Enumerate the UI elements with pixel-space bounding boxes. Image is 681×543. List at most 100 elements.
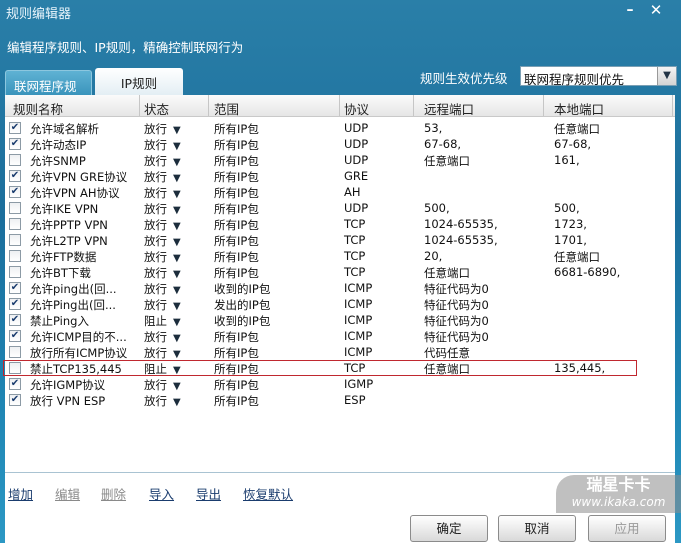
- dropdown-arrow-icon[interactable]: ▼: [173, 125, 181, 136]
- table-row[interactable]: 允许FTP数据 放行 ▼ 所有IP包 TCP 20, 任意端口: [5, 248, 675, 264]
- column-header[interactable]: 协议: [344, 102, 370, 117]
- action-link[interactable]: 恢复默认: [243, 487, 294, 502]
- rule-checkbox[interactable]: [9, 362, 21, 374]
- cell-proto: ICMP: [344, 297, 372, 311]
- table-row[interactable]: 允许BT下载 放行 ▼ 所有IP包 TCP 任意端口 6681-6890,: [5, 264, 675, 280]
- column-separator[interactable]: [139, 95, 140, 116]
- dropdown-arrow-icon[interactable]: ▼: [173, 317, 181, 328]
- table-row[interactable]: ✔ 允许IGMP协议 放行 ▼ 所有IP包 IGMP: [5, 376, 675, 392]
- dropdown-arrow-icon[interactable]: ▼: [173, 269, 181, 280]
- cancel-button[interactable]: 取消: [498, 515, 576, 542]
- rule-checkbox[interactable]: ✔: [9, 298, 21, 310]
- tab-program-rules[interactable]: 联网程序规则: [5, 70, 92, 113]
- column-header[interactable]: 规则名称: [13, 102, 64, 117]
- dropdown-arrow-icon[interactable]: ▼: [173, 237, 181, 248]
- action-link[interactable]: 编辑: [55, 487, 81, 502]
- dropdown-arrow-icon[interactable]: ▼: [173, 173, 181, 184]
- dropdown-arrow-icon[interactable]: ▼: [173, 365, 181, 376]
- cell-status-text: 放行: [144, 394, 167, 408]
- column-header[interactable]: 状态: [144, 102, 170, 117]
- cell-status: 放行 ▼: [144, 185, 181, 201]
- rule-checkbox[interactable]: ✔: [9, 314, 21, 326]
- table-row[interactable]: ✔ 禁止Ping入 阻止 ▼ 收到的IP包 ICMP 特征代码为0: [5, 312, 675, 328]
- cell-scope-text: 所有IP包: [214, 250, 259, 264]
- cell-status: 放行 ▼: [144, 121, 181, 137]
- cell-remote: 特征代码为0: [424, 281, 489, 297]
- cell-local-text: 6681-6890,: [554, 265, 621, 279]
- rule-checkbox[interactable]: ✔: [9, 138, 21, 150]
- dropdown-arrow-icon[interactable]: ▼: [173, 333, 181, 344]
- table-row[interactable]: ✔ 允许Ping出(回... 放行 ▼ 发出的IP包 ICMP 特征代码为0: [5, 296, 675, 312]
- rule-checkbox[interactable]: [9, 202, 21, 214]
- cell-remote-text: 特征代码为0: [424, 330, 489, 344]
- rule-checkbox[interactable]: ✔: [9, 186, 21, 198]
- priority-select[interactable]: 联网程序规则优先 ▼: [520, 66, 677, 87]
- window-title: 规则编辑器: [6, 7, 72, 22]
- column-header[interactable]: 本地端口: [554, 102, 605, 117]
- rule-checkbox[interactable]: [9, 346, 21, 358]
- rule-checkbox[interactable]: ✔: [9, 282, 21, 294]
- table-row[interactable]: ✔ 允许VPN GRE协议 放行 ▼ 所有IP包 GRE: [5, 168, 675, 184]
- dropdown-arrow-icon[interactable]: ▼: [173, 221, 181, 232]
- dropdown-arrow-icon[interactable]: ▼: [173, 397, 181, 408]
- table-row[interactable]: ✔ 放行 VPN ESP 放行 ▼ 所有IP包 ESP: [5, 392, 675, 408]
- rule-checkbox[interactable]: [9, 154, 21, 166]
- rule-checkbox[interactable]: [9, 266, 21, 278]
- table-row[interactable]: 允许PPTP VPN 放行 ▼ 所有IP包 TCP 1024-65535, 1723,: [5, 216, 675, 232]
- dropdown-arrow-icon[interactable]: ▼: [173, 205, 181, 216]
- rule-checkbox[interactable]: ✔: [9, 170, 21, 182]
- cell-name-text: 允许FTP数据: [30, 250, 97, 264]
- dropdown-arrow-icon[interactable]: ▼: [173, 157, 181, 168]
- table-row[interactable]: ✔ 允许域名解析 放行 ▼ 所有IP包 UDP 53, 任意端口: [5, 120, 675, 136]
- table-row[interactable]: ✔ 允许动态IP 放行 ▼ 所有IP包 UDP 67-68, 67-68,: [5, 136, 675, 152]
- column-separator[interactable]: [413, 95, 414, 116]
- rule-checkbox[interactable]: ✔: [9, 394, 21, 406]
- cell-scope: 所有IP包: [214, 265, 259, 281]
- table-row[interactable]: ✔ 允许ICMP目的不... 放行 ▼ 所有IP包 ICMP 特征代码为0: [5, 328, 675, 344]
- rule-checkbox[interactable]: [9, 234, 21, 246]
- table-row[interactable]: 禁止TCP135,445 阻止 ▼ 所有IP包 TCP 任意端口 135,445,: [5, 360, 675, 376]
- column-separator[interactable]: [543, 95, 544, 116]
- cell-proto: TCP: [344, 249, 365, 263]
- dropdown-arrow-icon[interactable]: ▼: [173, 189, 181, 200]
- cell-proto: TCP: [344, 217, 365, 231]
- cell-local: 6681-6890,: [554, 265, 620, 279]
- dropdown-arrow-icon[interactable]: ▼: [173, 141, 181, 152]
- priority-value: 联网程序规则优先: [524, 72, 625, 87]
- table-row[interactable]: 放行所有ICMP协议 放行 ▼ 所有IP包 ICMP 代码任意: [5, 344, 675, 360]
- minimize-button[interactable]: –: [626, 2, 634, 18]
- column-separator[interactable]: [208, 95, 209, 116]
- column-header[interactable]: 范围: [214, 102, 240, 117]
- table-row[interactable]: 允许SNMP 放行 ▼ 所有IP包 UDP 任意端口 161,: [5, 152, 675, 168]
- cell-scope: 所有IP包: [214, 217, 259, 233]
- ok-button[interactable]: 确定: [410, 515, 488, 542]
- column-separator[interactable]: [672, 95, 673, 116]
- dropdown-arrow-icon[interactable]: ▼: [173, 285, 181, 296]
- action-link[interactable]: 删除: [101, 487, 127, 502]
- dropdown-arrow-icon[interactable]: ▼: [173, 301, 181, 312]
- table-row[interactable]: ✔ 允许VPN AH协议 放行 ▼ 所有IP包 AH: [5, 184, 675, 200]
- apply-button[interactable]: 应用: [588, 515, 666, 542]
- dropdown-arrow-icon[interactable]: ▼: [173, 349, 181, 360]
- cell-status-text: 放行: [144, 154, 167, 168]
- dropdown-arrow-icon[interactable]: ▼: [173, 381, 181, 392]
- rule-checkbox[interactable]: [9, 250, 21, 262]
- chevron-down-icon[interactable]: ▼: [657, 67, 676, 85]
- dropdown-arrow-icon[interactable]: ▼: [173, 253, 181, 264]
- action-link[interactable]: 增加: [8, 487, 34, 502]
- rule-checkbox[interactable]: [9, 218, 21, 230]
- table-row[interactable]: ✔ 允许ping出(回... 放行 ▼ 收到的IP包 ICMP 特征代码为0: [5, 280, 675, 296]
- column-header[interactable]: 远程端口: [424, 102, 475, 117]
- action-link[interactable]: 导入: [149, 487, 175, 502]
- rule-checkbox[interactable]: ✔: [9, 330, 21, 342]
- rule-checkbox[interactable]: ✔: [9, 122, 21, 134]
- cell-local-text: 任意端口: [554, 250, 600, 264]
- rule-checkbox[interactable]: ✔: [9, 378, 21, 390]
- table-row[interactable]: 允许L2TP VPN 放行 ▼ 所有IP包 TCP 1024-65535, 1701,: [5, 232, 675, 248]
- action-link[interactable]: 导出: [196, 487, 222, 502]
- tab-ip-rules[interactable]: IP规则: [95, 68, 183, 95]
- table-row[interactable]: 允许IKE VPN 放行 ▼ 所有IP包 UDP 500, 500,: [5, 200, 675, 216]
- close-button[interactable]: ✕: [649, 1, 663, 19]
- cell-remote: 1024-65535,: [424, 217, 498, 231]
- column-separator[interactable]: [339, 95, 340, 116]
